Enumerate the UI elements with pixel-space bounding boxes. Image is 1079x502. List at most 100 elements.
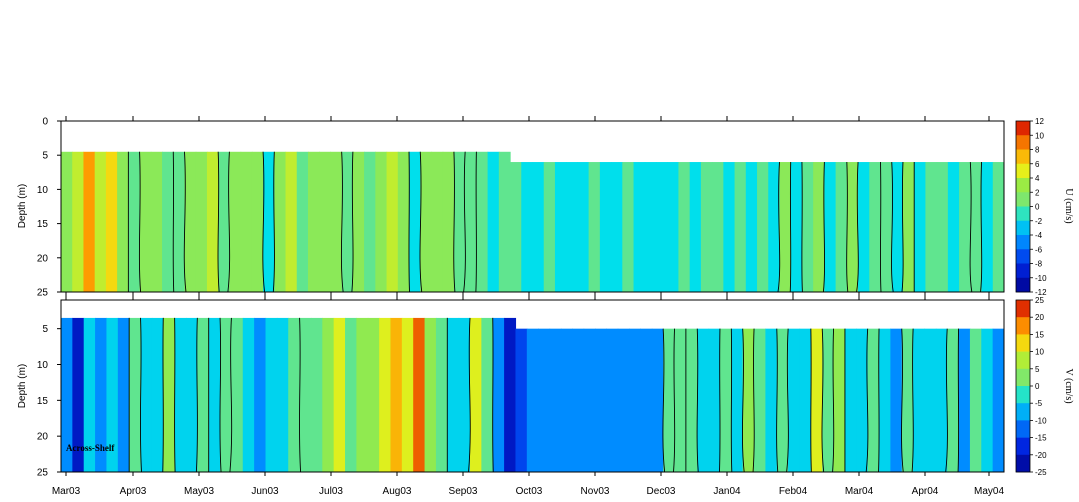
v-colorbar-band: [1016, 334, 1030, 352]
v-zero-contour: [195, 317, 198, 472]
v-velocity-column: [492, 317, 505, 472]
v-zero-contour: [901, 328, 904, 472]
v-velocity-column: [890, 328, 903, 472]
v-velocity-column: [560, 328, 573, 472]
u-zero-contour: [969, 162, 973, 292]
v-zero-contour: [832, 328, 835, 472]
u-velocity-column: [858, 162, 870, 292]
v-zero-contour: [741, 328, 745, 472]
u-velocity-column: [465, 151, 477, 292]
v-colorbar-label: V (cm/s): [1063, 368, 1074, 403]
v-velocity-column: [640, 328, 653, 472]
v-velocity-column: [969, 328, 982, 472]
v-colorbar-tick-label: 15: [1035, 330, 1044, 339]
u-zero-contour: [272, 151, 275, 292]
v-velocity-column: [322, 317, 335, 472]
u-velocity-column: [487, 151, 500, 292]
u-velocity-column: [251, 151, 264, 292]
v-colorbar-band: [1016, 317, 1030, 335]
u-velocity-column: [790, 162, 803, 292]
u-velocity-column: [173, 151, 186, 292]
u-velocity-column: [992, 162, 1004, 292]
month-label: Dec03: [647, 486, 676, 497]
u-plot-frame: [60, 120, 1005, 293]
u-velocity-column: [981, 162, 994, 292]
month-label: Sep03: [449, 486, 478, 497]
u-velocity-column: [218, 151, 230, 292]
v-zero-contour: [696, 328, 699, 472]
v-velocity-column: [61, 317, 73, 472]
v-velocity-column: [299, 317, 312, 472]
u-velocity-column: [689, 162, 702, 292]
u-velocity-column: [274, 151, 287, 292]
u-colorbar-tick-label: 10: [1035, 131, 1044, 140]
u-velocity-column: [813, 162, 825, 292]
v-velocity-column: [674, 328, 687, 472]
across-shelf-annotation: Across-Shelf: [66, 443, 115, 453]
v-zero-contour: [810, 328, 812, 472]
v-velocity-column: [151, 317, 164, 472]
u-velocity-column: [364, 151, 376, 292]
u-colorbar-band: [1016, 178, 1030, 193]
u-zero-contour: [891, 162, 894, 292]
v-zero-contour: [174, 317, 176, 472]
u-velocity-column: [801, 162, 814, 292]
v-velocity-column: [254, 317, 267, 472]
v-velocity-column: [310, 317, 323, 472]
u-velocity-column: [521, 162, 534, 292]
u-colorbar-tick-label: -10: [1035, 274, 1047, 283]
v-velocity-column: [901, 328, 914, 472]
month-label: Oct03: [516, 486, 543, 497]
u-zero-contour: [789, 162, 792, 292]
v-colorbar-band: [1016, 386, 1030, 404]
v-velocity-column: [72, 317, 85, 472]
u-velocity-column: [768, 162, 781, 292]
v-velocity-column: [913, 328, 926, 472]
u-colorbar-band: [1016, 206, 1030, 222]
v-velocity-column: [526, 328, 539, 472]
u-colorbar-band: [1016, 135, 1030, 150]
u-velocity-column: [150, 151, 163, 292]
v-velocity-column: [879, 328, 891, 472]
v-velocity-column: [731, 328, 744, 472]
u-velocity-column: [375, 151, 388, 292]
u-colorbar-label: U (cm/s): [1063, 188, 1074, 223]
v-zero-contour: [911, 328, 914, 472]
u-colorbar-tick-label: -6: [1035, 245, 1043, 254]
u-velocity-column: [263, 151, 275, 292]
u-zero-contour: [172, 151, 175, 292]
v-velocity-column: [867, 328, 880, 472]
u-zero-contour: [138, 151, 142, 292]
u-colorbar-tick-label: 8: [1035, 146, 1040, 155]
v-velocity-column: [356, 317, 369, 472]
u-zero-contour: [822, 162, 825, 292]
v-velocity-column: [163, 317, 176, 472]
month-label: May03: [184, 486, 214, 497]
u-zero-contour: [475, 151, 477, 292]
u-colorbar-band: [1016, 277, 1030, 293]
v-velocity-column: [83, 317, 96, 472]
u-velocity-column: [779, 162, 792, 292]
u-velocity-column: [959, 162, 971, 292]
v-zero-contour: [776, 328, 779, 472]
v-zero-contour: [219, 317, 222, 472]
v-velocity-column: [447, 317, 460, 472]
v-velocity-column: [265, 317, 278, 472]
u-zero-contour: [351, 151, 354, 292]
v-velocity-column: [663, 328, 676, 472]
u-velocity-column: [476, 151, 489, 292]
u-velocity-column: [734, 162, 747, 292]
u-velocity-column: [206, 151, 219, 292]
v-velocity-column: [288, 317, 301, 472]
v-velocity-column: [810, 328, 823, 472]
u-velocity-column: [947, 162, 960, 292]
u-velocity-column: [611, 162, 623, 292]
v-velocity-column: [685, 328, 698, 472]
v-velocity-column: [924, 328, 937, 472]
u-colorbar-tick-label: -12: [1035, 288, 1047, 297]
v-velocity-column: [390, 317, 403, 472]
u-velocity-column: [162, 151, 174, 292]
u-velocity-column: [442, 151, 455, 292]
